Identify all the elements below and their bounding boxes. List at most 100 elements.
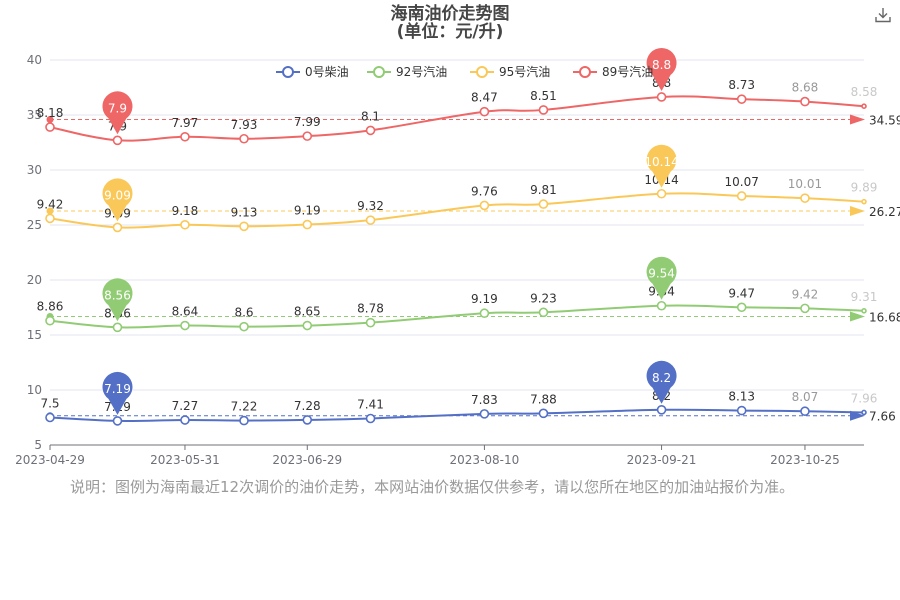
- data-point: [736, 405, 747, 416]
- average-line-arrow: [850, 311, 865, 322]
- average-line-arrow: [850, 114, 865, 125]
- min-pin-label: 8.56: [104, 288, 131, 302]
- chart-title: 海南油价走势图: [390, 4, 510, 24]
- data-point: [656, 188, 667, 199]
- x-tick-label: 2023-08-10: [450, 453, 520, 467]
- data-point: [239, 133, 249, 144]
- data-label: 9.18: [172, 204, 199, 218]
- data-label: 9.42: [792, 287, 819, 301]
- series-line: [49, 408, 865, 423]
- data-label: 8.51: [530, 89, 557, 103]
- data-label: 8.1: [361, 109, 380, 123]
- data-point: [45, 213, 55, 224]
- x-tick-label: 2023-06-29: [272, 453, 342, 467]
- average-line-arrow: [850, 206, 865, 217]
- data-label: 9.89: [851, 181, 878, 195]
- data-point: [861, 409, 867, 416]
- max-pin-shape: [646, 47, 677, 91]
- data-label: 8.73: [728, 78, 755, 92]
- series-line: [49, 304, 865, 329]
- data-point: [45, 315, 55, 326]
- y-tick-label: 15: [27, 328, 42, 342]
- data-point: [180, 219, 190, 230]
- min-pin: 8.56: [102, 278, 133, 322]
- data-point: [479, 200, 490, 211]
- data-point: [302, 131, 313, 141]
- data-point: [180, 320, 190, 331]
- data-label: 7.88: [530, 392, 557, 406]
- data-label: 9.47: [728, 286, 755, 300]
- average-line-start: [46, 412, 54, 420]
- data-point: [538, 199, 549, 209]
- data-point: [112, 222, 123, 233]
- x-tick-label: 2023-05-31: [150, 453, 220, 467]
- data-point: [736, 302, 747, 313]
- data-point: [538, 408, 549, 419]
- legend-label: 89号汽油: [602, 64, 653, 79]
- data-point: [800, 96, 810, 107]
- y-tick-label: 20: [27, 273, 42, 287]
- download-icon[interactable]: [874, 6, 892, 24]
- data-label: 8.07: [792, 390, 819, 404]
- average-line-start: [46, 313, 54, 321]
- data-label: 7.96: [851, 391, 878, 405]
- data-point: [302, 219, 313, 230]
- data-label: 8.64: [172, 305, 199, 319]
- data-label: 7.93: [231, 118, 258, 132]
- y-tick-label: 10: [27, 383, 42, 397]
- average-line-arrow: [850, 410, 865, 421]
- y-tick-label: 30: [27, 163, 42, 177]
- data-point: [656, 300, 667, 311]
- data-point: [112, 416, 123, 426]
- data-point: [861, 103, 867, 109]
- max-pin: 9.54: [646, 256, 677, 300]
- data-label: 7.27: [172, 399, 199, 413]
- data-label: 9.23: [530, 291, 557, 305]
- data-label: 9.81: [530, 183, 557, 197]
- data-point: [239, 221, 249, 232]
- chart-note: 说明：图例为海南最近12次调价的油价走势，本网站油价数据仅供参考，请以您所在地区…: [70, 478, 795, 496]
- data-label: 7.83: [471, 393, 498, 407]
- min-pin-shape: [102, 178, 133, 222]
- max-pin-label: 8.2: [652, 371, 671, 385]
- data-label: 7.5: [40, 397, 59, 411]
- data-point: [112, 135, 123, 146]
- data-label: 9.19: [294, 204, 321, 218]
- data-label: 9.32: [357, 199, 384, 213]
- data-label: 10.14: [644, 173, 678, 187]
- data-point: [302, 415, 313, 425]
- legend-label: 92号汽油: [396, 64, 447, 79]
- data-point: [736, 94, 747, 104]
- data-label: 8.65: [294, 305, 321, 319]
- data-point: [800, 193, 810, 203]
- data-point: [800, 406, 810, 417]
- data-label: 10.01: [788, 177, 822, 191]
- data-point: [479, 409, 490, 419]
- data-point: [302, 320, 313, 331]
- max-pin: 8.2: [646, 360, 677, 404]
- data-label: 7.41: [357, 397, 384, 411]
- legend-label: 95号汽油: [499, 64, 550, 79]
- data-label: 7.22: [231, 400, 258, 414]
- data-label: 8.13: [728, 390, 755, 404]
- average-value-label: 26.27: [869, 205, 900, 219]
- legend-label: 0号柴油: [305, 65, 349, 79]
- min-pin-label: 7.9: [108, 101, 127, 115]
- average-value-label: 16.68: [869, 311, 900, 325]
- data-point: [45, 122, 55, 132]
- y-tick-label: 5: [34, 438, 42, 452]
- data-label: 8.6: [234, 306, 253, 320]
- data-point: [538, 105, 549, 115]
- data-point: [239, 415, 249, 426]
- data-point: [365, 125, 376, 136]
- data-point: [239, 321, 249, 332]
- data-label: 10.07: [725, 175, 759, 189]
- average-value-label: 7.66: [869, 410, 896, 424]
- data-label: 7.99: [294, 115, 321, 129]
- average-line-start: [46, 116, 54, 124]
- max-pin: 8.8: [646, 47, 677, 91]
- data-label: 8.18: [37, 106, 64, 120]
- x-tick-label: 2023-09-21: [627, 453, 697, 467]
- data-label: 9.54: [648, 285, 675, 299]
